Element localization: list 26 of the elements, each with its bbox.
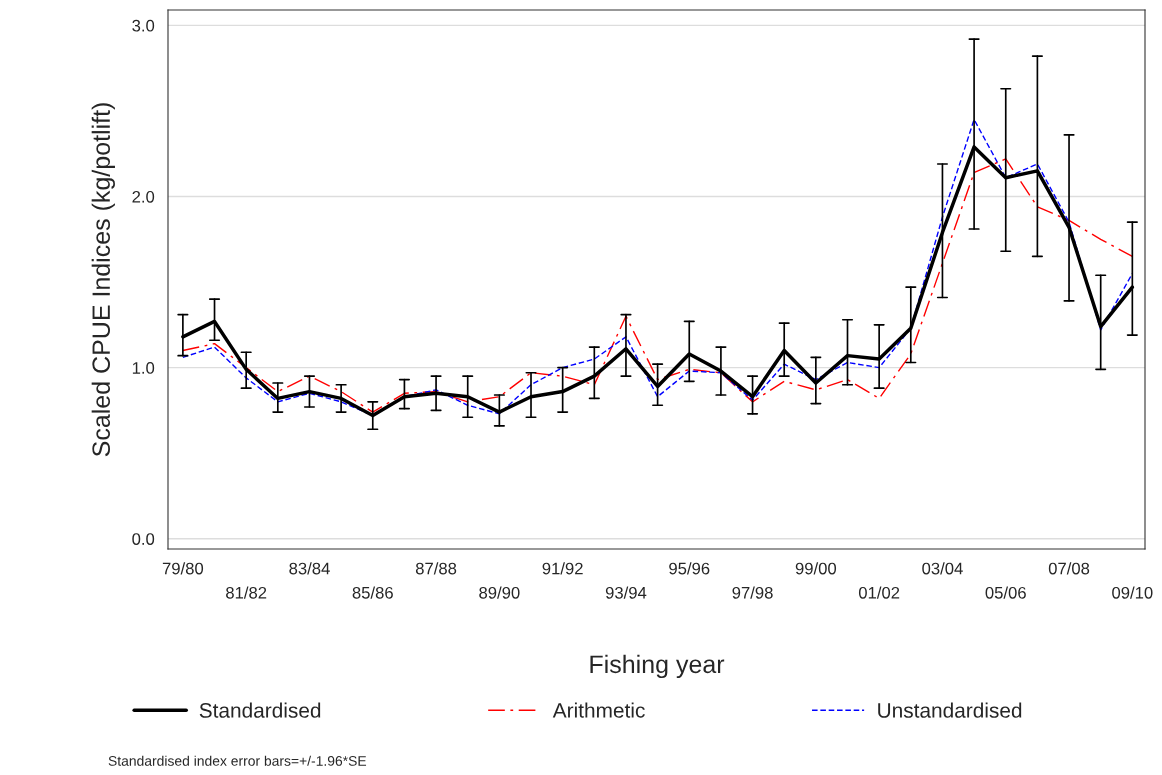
x-tick-label: 85/86 bbox=[352, 586, 393, 599]
y-tick-label: 2.0 bbox=[132, 190, 155, 203]
x-tick-label: 01/02 bbox=[858, 586, 900, 599]
x-tick-label: 99/00 bbox=[795, 562, 837, 575]
x-tick-label: 07/08 bbox=[1048, 562, 1090, 575]
x-tick-label: 89/90 bbox=[479, 586, 520, 599]
x-tick-label: 97/98 bbox=[732, 586, 773, 599]
x-tick-label: 93/94 bbox=[605, 586, 647, 599]
x-tick-label: 91/92 bbox=[542, 562, 583, 575]
x-tick-label: 09/10 bbox=[1112, 586, 1153, 599]
x-axis-title: Fishing year bbox=[590, 654, 725, 679]
x-tick-label: 81/82 bbox=[226, 586, 267, 599]
y-tick-label: 3.0 bbox=[132, 19, 155, 32]
x-tick-label: 03/04 bbox=[922, 562, 963, 575]
y-tick-label: 1.0 bbox=[132, 362, 155, 374]
x-tick-label: 83/84 bbox=[289, 562, 330, 575]
x-tick-label: 87/88 bbox=[415, 562, 457, 575]
text: Standardised index error bars=+/-1.96*SE bbox=[108, 755, 367, 766]
legend-label: Standardised bbox=[199, 702, 321, 718]
x-tick-label: 05/06 bbox=[985, 586, 1026, 599]
x-tick-label: 95/96 bbox=[669, 562, 710, 575]
legend-label: Unstandardised bbox=[878, 702, 1022, 718]
y-axis-title: Scaled CPUE Indices (kg/potlift) bbox=[91, 103, 115, 457]
legend-label: Arithmetic bbox=[552, 702, 645, 718]
y-tick-label: 0.0 bbox=[132, 533, 155, 545]
x-tick-label: 79/80 bbox=[162, 562, 204, 575]
